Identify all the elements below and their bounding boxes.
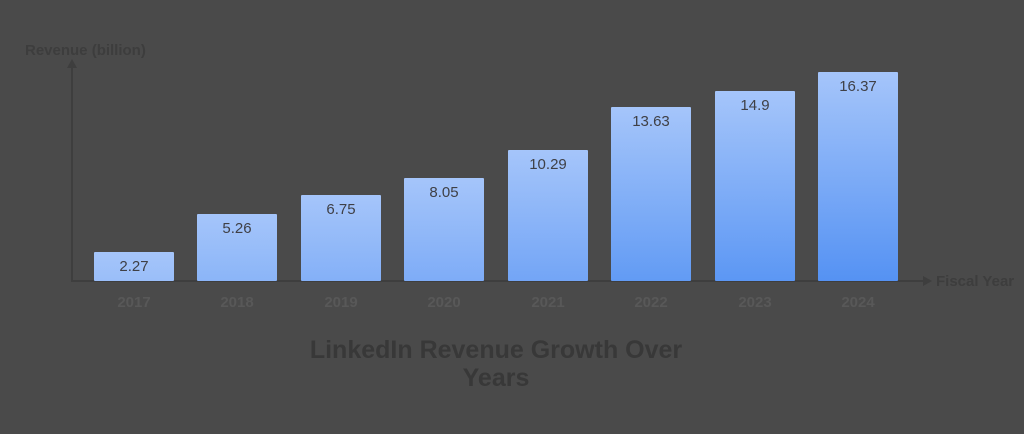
x-tick-label-2021: 2021 bbox=[531, 294, 565, 311]
chart-title: LinkedIn Revenue Growth Over Years bbox=[309, 336, 683, 392]
bar-2017: 2.27 bbox=[94, 252, 174, 281]
bar-2018: 5.26 bbox=[197, 214, 277, 281]
x-axis-line bbox=[71, 280, 924, 282]
x-tick-label-2018: 2018 bbox=[220, 294, 254, 311]
bar-value-label: 8.05 bbox=[429, 184, 459, 201]
bar-2020: 8.05 bbox=[404, 178, 484, 281]
bar-2019: 6.75 bbox=[301, 195, 381, 281]
x-tick-label-2024: 2024 bbox=[841, 294, 875, 311]
x-tick-label-2020: 2020 bbox=[427, 294, 461, 311]
y-axis-label: Revenue (billion) bbox=[25, 42, 146, 59]
bar-value-label: 10.29 bbox=[529, 156, 567, 173]
bar-2024: 16.37 bbox=[818, 72, 898, 281]
x-axis-arrow-icon bbox=[923, 276, 932, 286]
x-tick-label-2022: 2022 bbox=[634, 294, 668, 311]
bar-value-label: 2.27 bbox=[119, 258, 149, 275]
bar-2022: 13.63 bbox=[611, 107, 691, 281]
bar-value-label: 6.75 bbox=[326, 201, 356, 218]
y-axis-line bbox=[71, 67, 73, 281]
y-axis-arrow-icon bbox=[67, 59, 77, 68]
bar-2021: 10.29 bbox=[508, 150, 588, 281]
x-axis-label: Fiscal Year bbox=[936, 273, 1015, 290]
bar-value-label: 13.63 bbox=[632, 113, 670, 130]
x-tick-label-2019: 2019 bbox=[324, 294, 358, 311]
x-tick-label-2023: 2023 bbox=[738, 294, 772, 311]
bar-value-label: 5.26 bbox=[222, 220, 252, 237]
x-tick-label-2017: 2017 bbox=[117, 294, 151, 311]
bar-2023: 14.9 bbox=[715, 91, 795, 281]
bar-value-label: 14.9 bbox=[740, 97, 770, 114]
bar-value-label: 16.37 bbox=[839, 78, 877, 95]
